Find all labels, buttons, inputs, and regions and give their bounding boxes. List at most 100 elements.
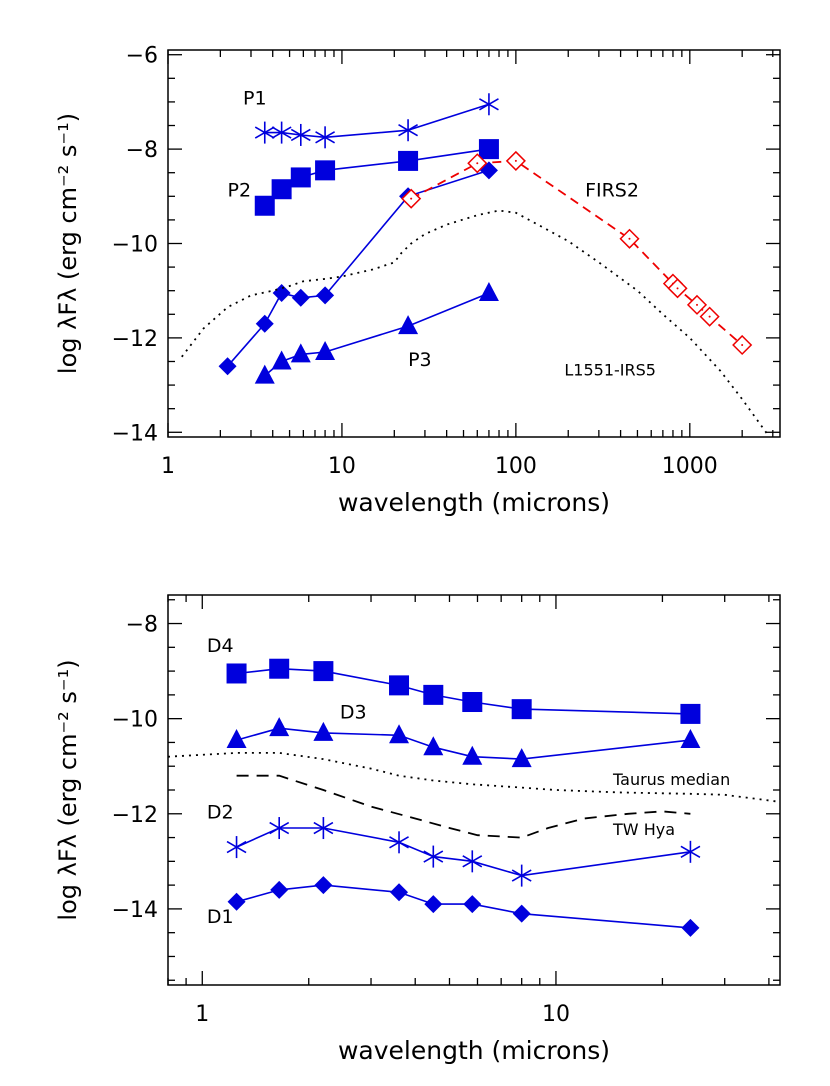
triangle-marker — [680, 729, 701, 749]
diamond-marker — [390, 883, 409, 902]
asterisk-marker — [423, 845, 444, 868]
open-diamond-center — [628, 237, 631, 240]
diamond-marker — [463, 895, 482, 914]
x-axis-title: wavelength (microns) — [338, 488, 610, 517]
series-line — [236, 884, 691, 929]
asterisk-marker — [315, 126, 336, 149]
triangle-marker — [271, 350, 292, 370]
diamond-marker — [314, 876, 333, 895]
triangle-marker — [290, 343, 311, 363]
series-line — [264, 103, 490, 139]
series-annotation: P1 — [243, 87, 267, 109]
triangle-marker — [423, 736, 444, 756]
diamond-marker — [218, 357, 237, 376]
square-marker — [462, 692, 483, 713]
x-tick-label: 10 — [328, 454, 356, 479]
series-annotation: Taurus median — [612, 770, 730, 789]
triangle-marker — [389, 724, 410, 744]
square-marker — [398, 150, 419, 171]
series-line — [236, 827, 691, 877]
y-tick-label: −10 — [112, 233, 158, 258]
series-line — [236, 727, 691, 760]
square-marker — [389, 675, 410, 696]
y-tick-label: −8 — [126, 613, 158, 638]
square-marker — [680, 703, 701, 724]
triangle-marker — [313, 721, 334, 741]
square-marker — [313, 661, 334, 682]
triangle-marker — [254, 364, 275, 384]
asterisk-marker — [511, 864, 532, 887]
x-tick-label: 1000 — [662, 454, 718, 479]
asterisk-marker — [271, 121, 292, 144]
square-marker — [423, 684, 444, 705]
y-tick-label: −8 — [126, 138, 158, 163]
x-axis-title: wavelength (microns) — [338, 1036, 610, 1065]
series-line — [181, 209, 771, 437]
open-diamond-center — [708, 315, 711, 318]
y-axis-title: log λFλ (erg cm⁻² s⁻¹) — [54, 659, 82, 920]
square-marker — [271, 179, 292, 200]
y-tick-label: −14 — [112, 421, 158, 446]
triangle-marker — [511, 748, 532, 768]
series-line — [264, 292, 490, 377]
series-annotation: P3 — [408, 349, 432, 371]
series-annotation: L1551-IRS5 — [564, 361, 656, 380]
diamond-marker — [512, 904, 531, 923]
asterisk-marker — [398, 119, 418, 142]
series-annotation: D2 — [207, 802, 234, 824]
square-marker — [269, 658, 290, 679]
chart-panel-2: 1 10 −14 −12 −10 −8 wavelength (microns) log λF… — [54, 594, 781, 1065]
open-diamond-center — [476, 162, 479, 165]
square-marker — [511, 699, 532, 720]
diamond-marker — [291, 288, 310, 307]
series-annotation: FIRS2 — [585, 179, 639, 201]
diamond-marker — [255, 314, 274, 333]
square-marker — [315, 160, 336, 181]
triangle-marker — [462, 745, 483, 765]
triangle-marker — [226, 729, 247, 749]
y-tick-label: −6 — [126, 44, 158, 69]
triangle-marker — [398, 315, 419, 335]
data-layer — [181, 93, 771, 437]
diamond-marker — [227, 892, 246, 911]
series-annotation: P2 — [228, 179, 252, 201]
square-marker — [254, 195, 275, 216]
y-tick-label: −10 — [112, 708, 158, 733]
asterisk-marker — [226, 836, 247, 859]
triangle-marker — [269, 717, 290, 737]
square-marker — [478, 139, 499, 160]
asterisk-marker — [462, 850, 483, 873]
asterisk-marker — [680, 840, 701, 863]
y-axis-title: log λFλ (erg cm⁻² s⁻¹) — [54, 113, 82, 374]
series-annotation: D3 — [340, 702, 367, 724]
triangle-marker — [478, 282, 499, 302]
series-annotation: TW Hya — [612, 820, 675, 839]
data-layer — [168, 658, 780, 937]
asterisk-marker — [290, 123, 311, 146]
series-annotation: D1 — [207, 906, 234, 928]
y-tick-label: −14 — [112, 898, 158, 923]
series-line — [168, 752, 780, 803]
x-tick-label: 1 — [195, 1002, 209, 1027]
triangle-marker — [315, 341, 336, 361]
open-diamond-center — [696, 303, 699, 306]
open-diamond-center — [410, 197, 413, 200]
square-marker — [290, 167, 311, 188]
series-line — [236, 774, 691, 839]
x-tick-label: 10 — [542, 1002, 570, 1027]
diamond-marker — [316, 286, 335, 305]
diamond-marker — [424, 895, 443, 914]
asterisk-marker — [389, 831, 409, 854]
open-diamond-center — [741, 343, 744, 346]
asterisk-marker — [479, 93, 499, 116]
square-marker — [226, 663, 247, 684]
series-line — [410, 159, 743, 346]
x-tick-label: 1 — [161, 454, 175, 479]
asterisk-marker — [269, 817, 290, 840]
asterisk-marker — [313, 817, 334, 840]
open-diamond-center — [514, 159, 517, 162]
y-tick-label: −12 — [112, 327, 158, 352]
chart-panel-1: 1 10 100 1000 −14 −12 −10 −8 −6 wavelength (micro… — [54, 44, 781, 517]
y-tick-label: −12 — [112, 803, 158, 828]
